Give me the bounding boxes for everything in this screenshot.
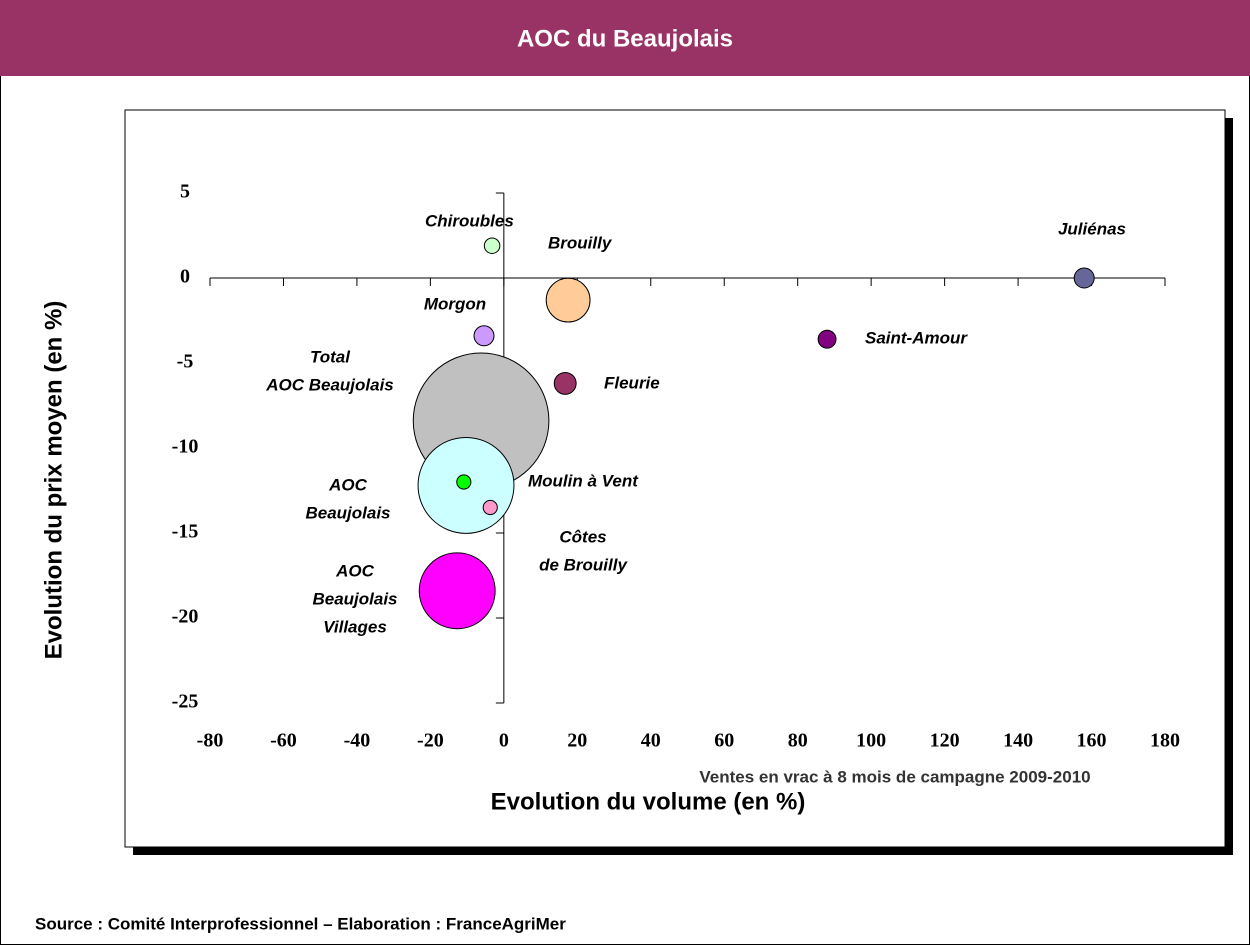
x-tick-label: 140 — [1003, 730, 1033, 752]
y-tick-label: 0 — [180, 266, 190, 288]
bubble — [473, 325, 495, 347]
point-label: Beaujolais — [312, 589, 397, 608]
annotation: Ventes en vrac à 8 mois de campagne 2009… — [699, 767, 1090, 786]
bubble — [1073, 267, 1095, 289]
bubble — [418, 552, 496, 630]
bubble — [545, 277, 591, 323]
x-tick-label: 100 — [856, 730, 886, 752]
x-tick-label: 160 — [1077, 730, 1107, 752]
header-bar — [0, 0, 1250, 76]
source: Source : Comité Interprofessionnel – Ela… — [35, 914, 566, 933]
bubble — [817, 329, 837, 349]
point-label: Brouilly — [548, 233, 613, 252]
x-tick-label: -80 — [197, 730, 224, 752]
y-tick-label: -5 — [177, 351, 194, 373]
point-label: Fleurie — [604, 373, 660, 392]
y-axis-label: Evolution du prix moyen (en %) — [40, 301, 67, 660]
point-label: Moulin à Vent — [528, 471, 639, 490]
y-tick-label: -25 — [172, 691, 199, 713]
y-tick-label: -10 — [172, 436, 199, 458]
chart-title: AOC du Beaujolais — [517, 25, 733, 52]
point-label: Côtes — [559, 527, 606, 546]
point-label: Total — [310, 347, 351, 366]
point-label: Saint-Amour — [865, 328, 968, 347]
x-tick-label: 60 — [714, 730, 734, 752]
point-label: Chiroubles — [425, 211, 514, 230]
bubble — [482, 499, 498, 516]
point-label: Beaujolais — [305, 503, 390, 522]
point-label: de Brouilly — [539, 555, 628, 574]
point-label: Juliénas — [1058, 219, 1126, 238]
x-tick-label: -60 — [270, 730, 297, 752]
point-label: Morgon — [424, 294, 486, 313]
x-tick-label: 120 — [930, 730, 960, 752]
plot-frame — [124, 109, 1226, 848]
x-tick-label: 20 — [567, 730, 587, 752]
x-tick-label: -20 — [417, 730, 444, 752]
x-tick-label: 80 — [788, 730, 808, 752]
bubble — [483, 237, 501, 254]
y-tick-label: -15 — [172, 521, 199, 543]
x-axis-label: Evolution du volume (en %) — [491, 788, 806, 815]
point-label: AOC — [335, 561, 375, 580]
point-label: AOC Beaujolais — [265, 375, 394, 394]
x-tick-label: 40 — [641, 730, 661, 752]
y-tick-label: -20 — [172, 606, 199, 628]
bubble — [456, 474, 472, 490]
x-tick-label: -40 — [344, 730, 371, 752]
x-tick-label: 180 — [1150, 730, 1180, 752]
point-label: AOC — [328, 475, 368, 494]
x-tick-label: 0 — [499, 730, 509, 752]
bubble — [553, 371, 577, 395]
y-tick-label: 5 — [180, 181, 190, 203]
point-label: Villages — [323, 617, 387, 636]
